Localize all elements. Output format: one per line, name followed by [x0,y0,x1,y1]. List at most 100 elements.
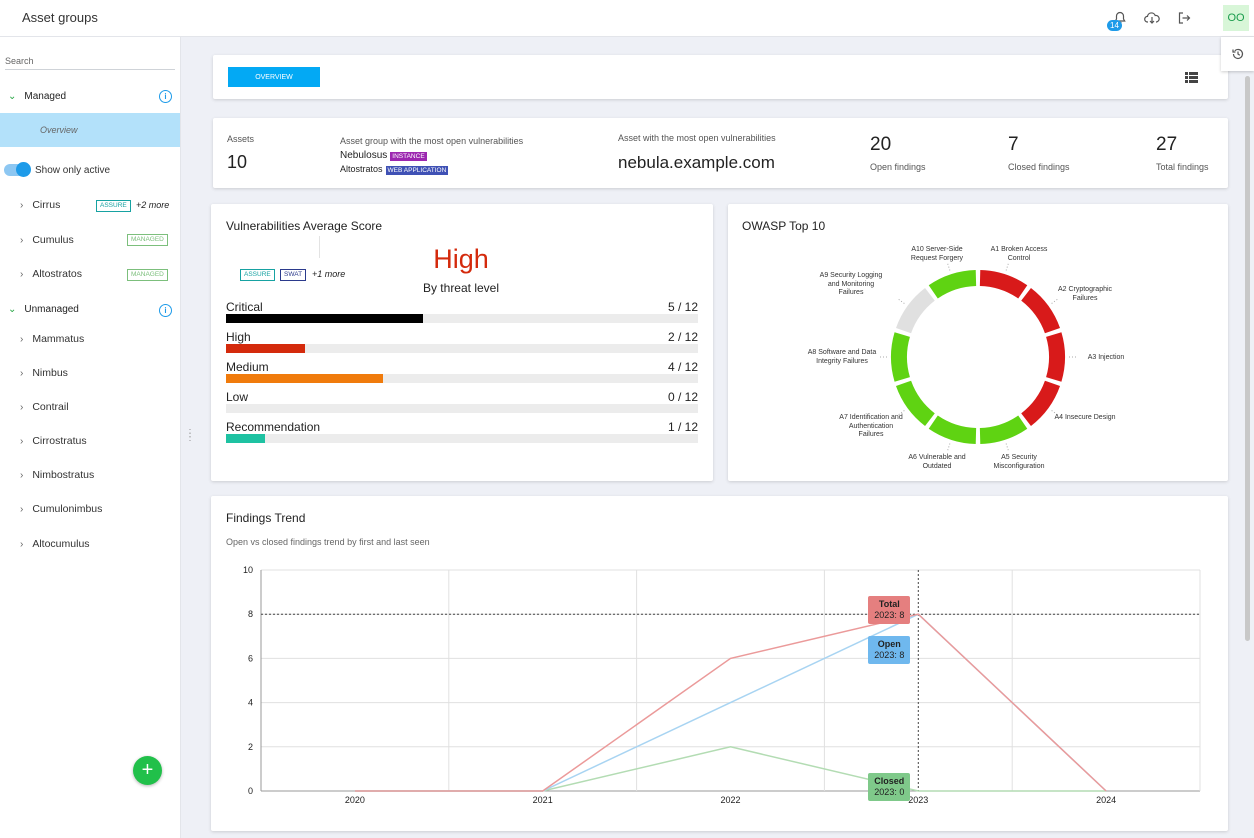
owasp-segment[interactable] [979,415,1028,444]
sidebar-item-cirrus[interactable]: › Cirrus [20,199,60,211]
tooltip-value: 2023: 0 [874,787,905,797]
overview-button[interactable]: OVERVIEW [228,67,320,87]
sidebar-item-altocumulus[interactable]: › Altocumulus [20,538,90,550]
owasp-segment[interactable] [928,270,977,299]
sidebar-item-altostratos[interactable]: › Altostratos [20,268,82,280]
assets-label: Assets [227,134,255,144]
sidebar-item-overview[interactable]: Overview [0,113,180,147]
user-avatar[interactable]: OO [1223,5,1249,31]
sidebar-item-label: Cirrus [32,199,61,211]
logout-icon[interactable] [1175,9,1193,27]
total-findings-value: 27 [1156,134,1178,155]
chevron-right-icon: › [20,503,24,515]
top-asset-label: Asset with the most open vulnerabilities [618,133,776,143]
sidebar-item-mammatus[interactable]: › Mammatus [20,333,84,345]
owasp-segment[interactable] [1020,380,1061,427]
tooltip-value: 2023: 8 [874,650,905,661]
top-asset-value[interactable]: nebula.example.com [618,153,775,172]
toolbar-card: OVERVIEW [213,55,1228,99]
tooltip-open: Open 2023: 8 [868,636,911,665]
list-view-icon[interactable] [1185,72,1198,86]
sidebar-item-contrail[interactable]: › Contrail [20,401,69,413]
sidebar-item-cumulonimbus[interactable]: › Cumulonimbus [20,503,102,515]
x-tick-label: 2023 [908,795,928,805]
y-tick-label: 10 [243,565,253,575]
owasp-label: A3 Injection [1087,354,1125,361]
owasp-label: A2 Cryptographic Failures [1057,286,1113,302]
owasp-segment[interactable] [895,287,936,334]
owasp-label: A7 Identification and Authentication Fai… [839,414,903,438]
tooltip-closed: Closed 2023: 0 [868,773,911,801]
top-group-label: Asset group with the most open vulnerabi… [340,136,524,146]
severity-bar-fill [226,374,384,383]
tooltip-series-name: Open [877,639,901,650]
owasp-label: A10 Server-Side Request Forgery [910,246,964,262]
managed-tag: MANAGED [127,234,168,246]
owasp-segment[interactable] [928,415,977,444]
add-asset-group-button[interactable]: + [133,756,162,785]
search-input[interactable]: Search [5,56,34,66]
page-title: Asset groups [22,10,98,25]
sidebar-item-label: Contrail [32,401,69,413]
severity-count: 1 / 12 [667,420,698,434]
history-icon[interactable] [1221,37,1254,71]
sidebar-item-label: Cirrostratus [32,435,87,447]
more-tags-label: +1 more [312,269,346,279]
trend-chart: 0 2 4 6 8 10 2020 2021 2022 2023 2024 [243,565,1201,805]
severity-bar-fill [226,434,266,443]
sidebar-item-nimbostratus[interactable]: › Nimbostratus [20,469,94,481]
more-tags-label: +2 more [136,200,170,210]
managed-group-header[interactable]: ⌄ Managed [8,91,66,102]
y-tick-label: 8 [248,609,253,619]
sidebar-item-cirrostratus[interactable]: › Cirrostratus [20,435,87,447]
sidebar-item-label: Cumulus [32,234,74,246]
sidebar: Search ⌄ Managed i Overview Show only ac… [0,37,181,838]
sidebar-item-label: Nimbostratus [32,469,95,481]
unmanaged-label: Unmanaged [24,304,79,315]
y-tick-label: 6 [248,653,253,663]
sidebar-item-label: Altostratos [32,268,82,280]
managed-tag: MANAGED [127,269,168,281]
severity-count: 4 / 12 [667,360,698,374]
severity-label: Medium [226,360,269,374]
owasp-segment[interactable] [1020,287,1061,334]
top-group-1[interactable]: Nebulosus INSTANCE [340,150,427,161]
severity-label: High [226,330,251,344]
cloud-download-icon[interactable] [1143,9,1161,27]
closed-findings-value: 7 [1008,134,1019,155]
owasp-segment[interactable] [895,380,936,427]
top-group-2[interactable]: Altostratos WEB APPLICATION [340,164,449,175]
severity-bar-track [226,434,698,443]
sidebar-item-label: Cumulonimbus [32,503,103,515]
y-tick-label: 4 [248,698,253,708]
chevron-right-icon: › [20,234,24,246]
owasp-segment[interactable] [1046,332,1065,382]
trend-card-subtitle: Open vs closed findings trend by first a… [226,537,430,547]
unmanaged-group-header[interactable]: ⌄ Unmanaged [8,304,79,315]
summary-card: Assets 10 Asset group with the most open… [213,118,1228,188]
series-line-total[interactable] [354,613,1107,792]
sidebar-item-label: Nimbus [32,367,68,379]
severity-bar-track [226,374,698,383]
owasp-leader-line [946,262,951,271]
owasp-segment[interactable] [979,270,1028,299]
closed-findings-label: Closed findings [1008,162,1070,172]
chevron-right-icon: › [20,538,24,550]
group-name: Altostratos [340,164,383,174]
sidebar-resize-handle[interactable]: ⋮ ⋮ [185,428,195,443]
sidebar-item-label: Mammatus [32,333,85,345]
info-icon[interactable]: i [159,90,172,103]
chevron-right-icon: › [20,199,24,211]
x-tick-label: 2024 [1096,795,1116,805]
series-line-closed[interactable] [354,746,1107,792]
sidebar-item-cumulus[interactable]: › Cumulus [20,234,74,246]
y-tick-label: 0 [248,786,253,796]
x-tick-label: 2022 [720,795,740,805]
owasp-segment[interactable] [891,332,910,382]
main-scrollbar[interactable] [1245,76,1250,641]
severity-count: 0 / 12 [667,390,698,404]
info-icon[interactable]: i [159,304,172,317]
sidebar-item-nimbus[interactable]: › Nimbus [20,367,68,379]
show-only-active-toggle[interactable] [4,162,31,177]
notification-count-badge: 14 [1107,20,1122,31]
